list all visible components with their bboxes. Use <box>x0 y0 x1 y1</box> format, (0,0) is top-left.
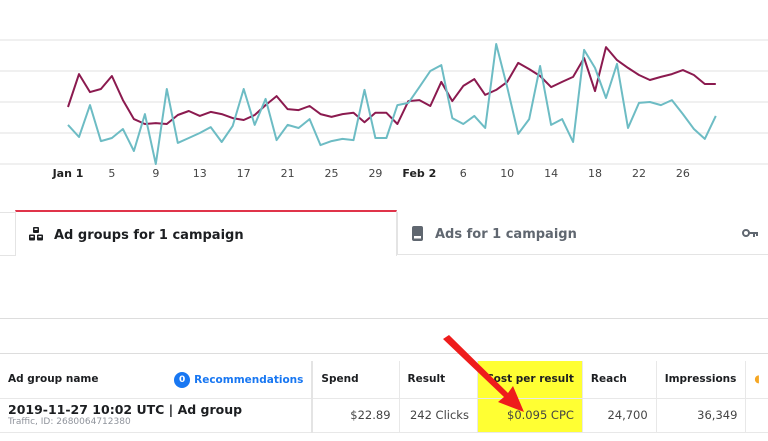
svg-text:22: 22 <box>632 167 646 180</box>
svg-text:14: 14 <box>544 167 558 180</box>
chart-line-teal <box>67 43 717 165</box>
ad-group-subtitle: Traffic, ID: 2680064712380 <box>8 417 131 427</box>
table-header-row: Ad group name 0 Recommendations Spend Re… <box>0 361 768 399</box>
recommendations-label: Recommendations <box>194 374 304 386</box>
chart-x-axis-labels: Jan 1 5 9 13 17 21 25 29 Feb 2 6 10 14 18 22 26 <box>52 167 690 180</box>
svg-text:17: 17 <box>237 167 251 180</box>
tab-ads[interactable]: Ads for 1 campaign <box>397 212 768 255</box>
column-header-more[interactable]: ◖ <box>745 361 768 399</box>
tab-ad-groups[interactable]: Ad groups for 1 campaign <box>15 210 397 256</box>
recommendations-count-badge: 0 <box>174 372 191 388</box>
tab-previous-stub[interactable] <box>0 212 16 256</box>
spend-cell: $22.89 <box>312 398 400 433</box>
table-row[interactable]: 2019-11-27 10:02 UTC | Ad group Traffic,… <box>0 398 768 433</box>
svg-text:5: 5 <box>108 167 115 180</box>
column-header-result[interactable]: Result <box>399 361 478 399</box>
svg-text:18: 18 <box>588 167 602 180</box>
svg-text:6: 6 <box>460 167 467 180</box>
cost-per-result-cell: $0.095 CPC <box>477 398 583 433</box>
svg-text:29: 29 <box>368 167 382 180</box>
ad-group-name[interactable]: 2019-11-27 10:02 UTC | Ad group <box>8 402 243 417</box>
column-header-ad-group-name[interactable]: Ad group name 0 Recommendations <box>0 361 314 399</box>
chart-line-purple <box>67 46 716 125</box>
ad-group-name-cell[interactable]: 2019-11-27 10:02 UTC | Ad group Traffic,… <box>0 398 314 433</box>
column-header-cost-per-result[interactable]: Cost per result <box>477 361 583 399</box>
tab-ads-label: Ads for 1 campaign <box>435 227 577 242</box>
svg-text:Jan 1: Jan 1 <box>52 167 84 180</box>
svg-text:10: 10 <box>500 167 514 180</box>
svg-text:13: 13 <box>193 167 207 180</box>
tab-bar: Ad groups for 1 campaign Ads for 1 campa… <box>0 210 768 256</box>
svg-text:26: 26 <box>676 167 690 180</box>
impressions-cell: 36,349 <box>656 398 747 433</box>
column-header-reach[interactable]: Reach <box>582 361 657 399</box>
svg-text:9: 9 <box>152 167 159 180</box>
performance-line-chart: Jan 1 5 9 13 17 21 25 29 Feb 2 6 10 14 18 22 26 <box>0 39 768 180</box>
section-divider <box>0 353 768 354</box>
ad-groups-table: Ad group name 0 Recommendations Spend Re… <box>0 361 768 433</box>
reach-cell: 24,700 <box>582 398 657 433</box>
chart-gridlines <box>0 39 768 165</box>
ad-groups-icon <box>29 227 43 241</box>
tab-ad-groups-label: Ad groups for 1 campaign <box>54 228 244 243</box>
column-header-impressions[interactable]: Impressions <box>656 361 747 399</box>
key-icon[interactable] <box>742 229 758 238</box>
extra-cell <box>745 398 768 433</box>
column-more-icon: ◖ <box>754 373 760 386</box>
svg-text:21: 21 <box>281 167 295 180</box>
svg-text:Feb 2: Feb 2 <box>402 167 436 180</box>
column-header-spend[interactable]: Spend <box>312 361 400 399</box>
section-divider <box>0 318 768 319</box>
ad-icon <box>412 226 423 241</box>
recommendations-link[interactable]: 0 Recommendations <box>174 372 303 388</box>
result-cell: 242 Clicks <box>399 398 478 433</box>
svg-text:25: 25 <box>325 167 339 180</box>
